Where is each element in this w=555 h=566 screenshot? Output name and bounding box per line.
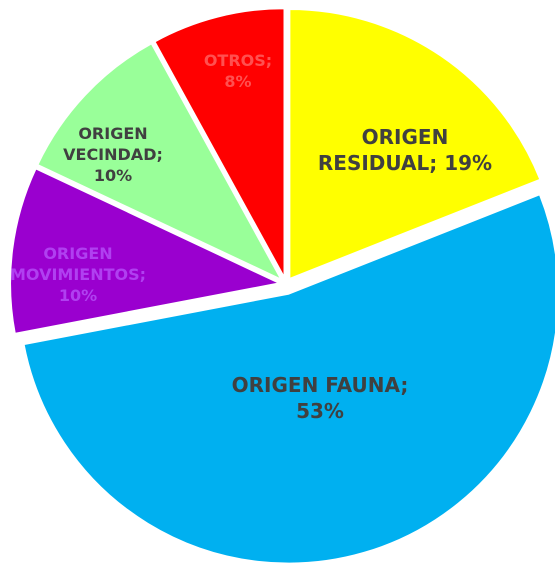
category-label: ORIGEN VECINDAD; <box>63 123 163 164</box>
slice-label: ORIGEN MOVIMIENTOS; 10% <box>3 244 153 306</box>
value-label: 19% <box>444 151 493 175</box>
pie-slice <box>288 8 542 281</box>
value-label: 8% <box>224 72 252 91</box>
category-label: ORIGEN FAUNA; <box>231 373 409 397</box>
pie-slice <box>9 166 284 336</box>
pie-slice <box>22 192 555 565</box>
slice-label: OTROS; 8% <box>198 51 278 93</box>
value-label: 53% <box>296 399 344 423</box>
category-label: ORIGEN MOVIMIENTOS; <box>9 243 147 284</box>
category-label: ORIGEN RESIDUAL; <box>317 125 449 175</box>
slice-label: ORIGEN RESIDUAL; 19% <box>305 124 505 176</box>
slice-label: ORIGEN VECINDAD; 10% <box>48 124 178 186</box>
value-label: 10% <box>93 165 133 185</box>
slice-label: ORIGEN FAUNA; 53% <box>220 372 420 424</box>
pie-slice <box>153 7 286 279</box>
value-label: 10% <box>58 285 98 305</box>
category-label: OTROS; <box>203 51 273 71</box>
pie-slice <box>35 41 284 283</box>
